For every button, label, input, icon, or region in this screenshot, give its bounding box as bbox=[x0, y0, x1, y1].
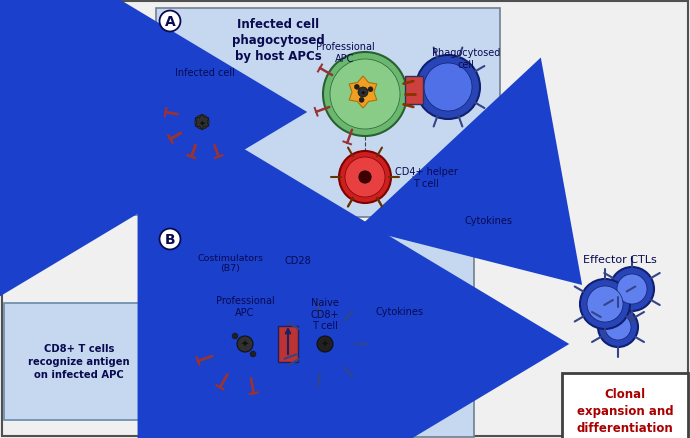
Ellipse shape bbox=[195, 116, 209, 130]
Ellipse shape bbox=[404, 337, 412, 346]
Polygon shape bbox=[195, 115, 209, 131]
Text: B: B bbox=[165, 233, 175, 247]
Circle shape bbox=[610, 267, 654, 311]
Text: Clonal
expansion and
differentiation: Clonal expansion and differentiation bbox=[577, 388, 673, 434]
Text: Phagocytosed
cell: Phagocytosed cell bbox=[432, 48, 500, 70]
Circle shape bbox=[424, 64, 472, 112]
Ellipse shape bbox=[506, 160, 513, 169]
Ellipse shape bbox=[359, 172, 371, 184]
Text: Cytokines: Cytokines bbox=[376, 306, 424, 316]
Circle shape bbox=[580, 279, 630, 329]
Ellipse shape bbox=[460, 185, 466, 194]
Text: Infected cell: Infected cell bbox=[175, 68, 235, 78]
Ellipse shape bbox=[317, 336, 333, 352]
FancyBboxPatch shape bbox=[278, 326, 298, 362]
Circle shape bbox=[598, 307, 638, 347]
Text: Infected cell
phagocytosed
by host APCs: Infected cell phagocytosed by host APCs bbox=[232, 18, 324, 63]
Text: CD28: CD28 bbox=[284, 255, 311, 265]
Circle shape bbox=[416, 56, 480, 120]
Ellipse shape bbox=[469, 166, 478, 173]
Circle shape bbox=[587, 286, 623, 322]
Circle shape bbox=[232, 333, 238, 339]
Circle shape bbox=[617, 274, 647, 304]
Circle shape bbox=[339, 152, 391, 204]
Circle shape bbox=[355, 85, 359, 90]
Ellipse shape bbox=[386, 336, 395, 343]
Text: ✦: ✦ bbox=[321, 339, 329, 349]
Ellipse shape bbox=[393, 360, 401, 368]
FancyBboxPatch shape bbox=[405, 77, 423, 105]
Ellipse shape bbox=[400, 350, 406, 359]
Circle shape bbox=[300, 319, 350, 369]
FancyBboxPatch shape bbox=[156, 9, 500, 218]
FancyBboxPatch shape bbox=[4, 29, 154, 215]
FancyBboxPatch shape bbox=[156, 227, 474, 437]
Ellipse shape bbox=[199, 105, 221, 125]
Text: ✦: ✦ bbox=[199, 118, 206, 127]
Text: CD8+ T cells
recognize antigen
on infected APC: CD8+ T cells recognize antigen on infect… bbox=[28, 343, 130, 379]
FancyBboxPatch shape bbox=[4, 303, 154, 420]
Circle shape bbox=[207, 306, 283, 382]
Circle shape bbox=[330, 60, 400, 130]
Text: CD4+ helper
T cell: CD4+ helper T cell bbox=[395, 167, 458, 188]
Text: ✦: ✦ bbox=[361, 90, 365, 95]
Polygon shape bbox=[175, 90, 235, 150]
Text: Professional
APC: Professional APC bbox=[315, 42, 375, 64]
Circle shape bbox=[323, 53, 407, 137]
FancyBboxPatch shape bbox=[453, 152, 525, 213]
Circle shape bbox=[358, 88, 368, 98]
Text: Professional
APC: Professional APC bbox=[215, 295, 275, 317]
Text: Effector CTLs: Effector CTLs bbox=[583, 254, 657, 265]
Text: Cytokines: Cytokines bbox=[465, 215, 513, 226]
Circle shape bbox=[292, 311, 358, 377]
Circle shape bbox=[368, 88, 373, 92]
Polygon shape bbox=[349, 77, 377, 109]
Circle shape bbox=[345, 158, 385, 198]
Circle shape bbox=[605, 314, 631, 340]
Ellipse shape bbox=[469, 147, 477, 156]
Text: Naive
CD8+
T cell: Naive CD8+ T cell bbox=[310, 297, 339, 330]
Text: A: A bbox=[165, 15, 175, 29]
Circle shape bbox=[215, 314, 275, 374]
Circle shape bbox=[250, 351, 256, 357]
Ellipse shape bbox=[237, 336, 253, 352]
Text: ✦: ✦ bbox=[241, 339, 249, 349]
Ellipse shape bbox=[484, 190, 491, 199]
Ellipse shape bbox=[495, 174, 504, 181]
Circle shape bbox=[359, 98, 364, 103]
Text: Costimulators
(B7): Costimulators (B7) bbox=[197, 254, 263, 273]
FancyBboxPatch shape bbox=[562, 373, 688, 438]
Text: CD8+ T cells
and CD4+ T cells
recognize antigen on
APC that has
ingested infecte: CD8+ T cells and CD4+ T cells recognize … bbox=[18, 90, 140, 153]
